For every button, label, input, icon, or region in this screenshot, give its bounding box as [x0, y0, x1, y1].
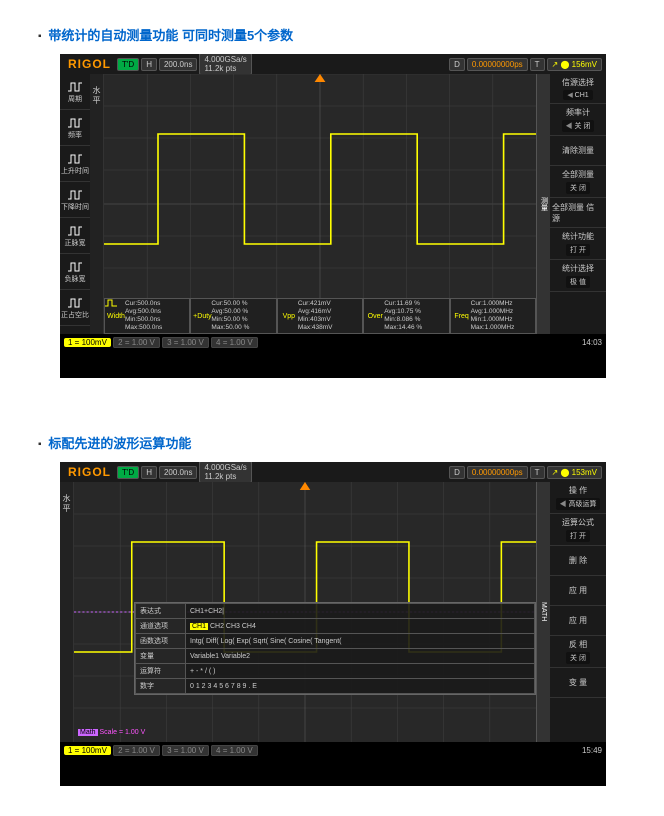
timebase-label: H — [141, 466, 157, 479]
right-tab: 测量 — [536, 74, 550, 334]
trig-label: T — [530, 466, 545, 479]
editor-row-value[interactable]: 0 1 2 3 4 5 6 7 8 9 . E — [186, 679, 535, 694]
samplerate: 4.000GSa/s11.2k pts — [199, 462, 251, 483]
softkey[interactable]: 信源选择CH1 — [550, 74, 606, 104]
clock: 14:03 — [582, 338, 602, 347]
channel-chip[interactable]: 2 = 1.00 V — [113, 337, 160, 348]
math-trace-label: Math Scale = 1.00 V — [78, 729, 145, 736]
softkey[interactable]: 统计功能打 开 — [550, 228, 606, 260]
softkey[interactable]: 统计选择极 值 — [550, 260, 606, 292]
period-icon[interactable]: 周期 — [60, 74, 90, 110]
rise-icon[interactable]: 上升时间 — [60, 146, 90, 182]
bottom-bar: 1 = 100mV 2 = 1.00 V 3 = 1.00 V 4 = 1.00… — [60, 742, 606, 758]
section-title-1: 带统计的自动测量功能 可同时测量5个参数 — [52, 25, 664, 44]
measurement-icons-column: 周期频率上升时间下降时间正脉宽负脉宽正占空比 — [60, 74, 90, 334]
top-bar: RIGOL T'D H 200.0ns 4.000GSa/s11.2k pts … — [60, 54, 606, 74]
softkey[interactable]: 全部测量关 闭 — [550, 166, 606, 198]
neg-width-icon[interactable]: 负脉宽 — [60, 254, 90, 290]
stat-box: VppCur:421mVAvg:416mVMin:403mVMax:438mV — [277, 298, 363, 334]
trig-level: ↗ ⬤ 153mV — [547, 466, 602, 479]
softkey[interactable]: 应 用 — [550, 606, 606, 636]
channel-chip[interactable]: 4 = 1.00 V — [211, 745, 258, 756]
waveform-grid: 表达式CH1+CH2|通道选项CH1 CH2 CH3 CH4函数选项Intg( … — [74, 482, 536, 742]
editor-row-value[interactable]: Intg( Diff( Log( Exp( Sqrt( Sine( Cosine… — [186, 634, 535, 649]
softkey[interactable]: 操 作高级运算 — [550, 482, 606, 514]
oscilloscope-screenshot-2: RIGOL T'D H 200.0ns 4.000GSa/s11.2k pts … — [60, 462, 606, 786]
section-title-2: 标配先进的波形运算功能 — [52, 433, 664, 452]
editor-row-value[interactable]: Variable1 Variable2 — [186, 649, 535, 664]
channel-chip[interactable]: 3 = 1.00 V — [162, 745, 209, 756]
channel-chip[interactable]: 2 = 1.00 V — [113, 745, 160, 756]
editor-row-label: 表达式 — [136, 604, 186, 619]
editor-row-value[interactable]: CH1 CH2 CH3 CH4 — [186, 619, 535, 634]
softkey[interactable]: 变 量 — [550, 668, 606, 698]
timebase-value: 200.0ns — [159, 466, 197, 479]
horizontal-label: 水平 — [60, 482, 74, 742]
delay-value: 0.00000000ps — [467, 58, 528, 71]
editor-row-value[interactable]: CH1+CH2| — [186, 604, 535, 619]
delay-label: D — [449, 466, 465, 479]
trig-label: T — [530, 58, 545, 71]
duty-icon[interactable]: 正占空比 — [60, 290, 90, 326]
timebase-value: 200.0ns — [159, 58, 197, 71]
waveform-grid: WidthCur:500.0nsAvg:500.0nsMin:500.0nsMa… — [104, 74, 536, 334]
softkey[interactable]: 全部测量 信 源 — [550, 198, 606, 228]
right-softkey-menu: 操 作高级运算运算公式打 开删 除应 用应 用反 相关 闭变 量 — [550, 482, 606, 742]
softkey[interactable]: 清除测量 — [550, 136, 606, 166]
softkey[interactable]: 运算公式打 开 — [550, 514, 606, 546]
editor-row-label: 通道选项 — [136, 619, 186, 634]
measurement-stats-strip: WidthCur:500.0nsAvg:500.0nsMin:500.0nsMa… — [104, 298, 536, 334]
brand-logo: RIGOL — [64, 465, 115, 479]
channel-chip[interactable]: 1 = 100mV — [64, 338, 111, 347]
horizontal-label: 水平 — [90, 74, 104, 334]
oscilloscope-screenshot-1: RIGOL T'D H 200.0ns 4.000GSa/s11.2k pts … — [60, 54, 606, 378]
trig-level: ↗ ⬤ 156mV — [547, 58, 602, 71]
top-bar: RIGOL T'D H 200.0ns 4.000GSa/s11.2k pts … — [60, 462, 606, 482]
editor-row-label: 数字 — [136, 679, 186, 694]
samplerate: 4.000GSa/s11.2k pts — [199, 54, 251, 75]
editor-row-value[interactable]: + - * / ( ) — [186, 664, 535, 679]
right-softkey-menu: 信源选择CH1频率计关 闭清除测量全部测量关 闭全部测量 信 源统计功能打 开统… — [550, 74, 606, 334]
channel-chip[interactable]: 1 = 100mV — [64, 746, 111, 755]
brand-logo: RIGOL — [64, 57, 115, 71]
freq-icon[interactable]: 频率 — [60, 110, 90, 146]
run-status: T'D — [117, 58, 139, 71]
softkey[interactable]: 应 用 — [550, 576, 606, 606]
stat-box: FreqCur:1.000MHzAvg:1.000MHzMin:1.000MHz… — [450, 298, 536, 334]
timebase-label: H — [141, 58, 157, 71]
stat-box: OverCur:11.69 %Avg:10.75 %Min:8.086 %Max… — [363, 298, 449, 334]
pos-width-icon[interactable]: 正脉宽 — [60, 218, 90, 254]
softkey[interactable]: 删 除 — [550, 546, 606, 576]
stat-box: +DutyCur:50.00 %Avg:50.00 %Min:50.00 %Ma… — [190, 298, 276, 334]
softkey[interactable]: 反 相关 闭 — [550, 636, 606, 668]
right-tab: MATH — [536, 482, 550, 742]
clock: 15:49 — [582, 746, 602, 755]
editor-row-label: 运算符 — [136, 664, 186, 679]
expression-editor[interactable]: 表达式CH1+CH2|通道选项CH1 CH2 CH3 CH4函数选项Intg( … — [134, 602, 536, 695]
fall-icon[interactable]: 下降时间 — [60, 182, 90, 218]
delay-value: 0.00000000ps — [467, 466, 528, 479]
run-status: T'D — [117, 466, 139, 479]
bottom-bar: 1 = 100mV 2 = 1.00 V 3 = 1.00 V 4 = 1.00… — [60, 334, 606, 350]
softkey[interactable]: 频率计关 闭 — [550, 104, 606, 136]
delay-label: D — [449, 58, 465, 71]
editor-row-label: 变量 — [136, 649, 186, 664]
channel-chip[interactable]: 3 = 1.00 V — [162, 337, 209, 348]
channel-chip[interactable]: 4 = 1.00 V — [211, 337, 258, 348]
editor-row-label: 函数选项 — [136, 634, 186, 649]
